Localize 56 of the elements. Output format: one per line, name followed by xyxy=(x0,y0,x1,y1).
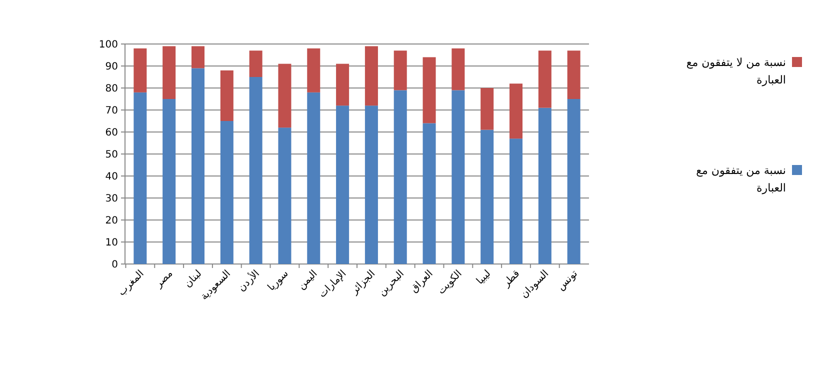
bar xyxy=(249,77,262,264)
bar xyxy=(452,48,465,90)
bar xyxy=(394,50,407,90)
bar xyxy=(162,99,176,264)
bar xyxy=(364,106,378,264)
x-tick-label: الأردن xyxy=(234,266,262,294)
bar xyxy=(422,57,436,124)
x-tick-label: الجزائر xyxy=(348,268,378,298)
legend-label: نسبة من لا يتفقون مع العبارة xyxy=(686,56,786,86)
y-tick-label: 20 xyxy=(105,216,118,226)
y-tick-label: 70 xyxy=(105,106,118,116)
bar xyxy=(452,90,465,264)
y-tick-label: 100 xyxy=(98,40,118,50)
bar xyxy=(510,138,523,264)
legend-label: نسبة من يتفقون مع العبارة xyxy=(696,164,786,194)
bar xyxy=(307,48,320,92)
bar xyxy=(510,84,523,139)
bar xyxy=(249,50,262,77)
bar xyxy=(191,68,204,264)
bar xyxy=(220,121,234,264)
bar xyxy=(134,92,147,264)
bar xyxy=(364,46,378,106)
bar xyxy=(567,99,580,264)
x-tick-label: الكويت xyxy=(436,268,464,297)
bar xyxy=(278,64,292,128)
y-tick-label: 60 xyxy=(105,128,118,138)
bar xyxy=(278,128,292,264)
x-tick-label: سوريا xyxy=(266,268,291,294)
bar xyxy=(480,130,494,264)
x-tick-label: مصر xyxy=(152,268,176,291)
x-tick-label: تونس xyxy=(556,268,580,293)
bar xyxy=(480,88,494,130)
y-tick-label: 10 xyxy=(105,238,118,248)
y-tick-label: 0 xyxy=(112,260,118,270)
bar xyxy=(422,123,436,264)
bar xyxy=(134,48,147,92)
y-tick-label: 40 xyxy=(105,172,118,182)
x-tick-label: المغرب xyxy=(116,268,146,298)
bar xyxy=(220,70,234,121)
x-tick-label: البحرين xyxy=(376,268,406,298)
bar xyxy=(162,46,176,99)
bar xyxy=(538,50,552,108)
bar xyxy=(307,92,320,264)
bar xyxy=(567,50,580,99)
x-tick-label: ليبيا xyxy=(474,268,494,287)
bar xyxy=(538,108,552,264)
bar xyxy=(336,64,350,106)
y-tick-label: 80 xyxy=(105,84,118,94)
y-tick-label: 90 xyxy=(105,62,118,72)
bar xyxy=(394,90,407,264)
bar xyxy=(191,46,204,68)
x-tick-label: العراق xyxy=(408,268,436,296)
y-tick-label: 30 xyxy=(105,194,118,204)
x-tick-label: لبنان xyxy=(182,268,204,290)
y-tick-label: 50 xyxy=(105,150,118,160)
bar xyxy=(336,106,350,264)
